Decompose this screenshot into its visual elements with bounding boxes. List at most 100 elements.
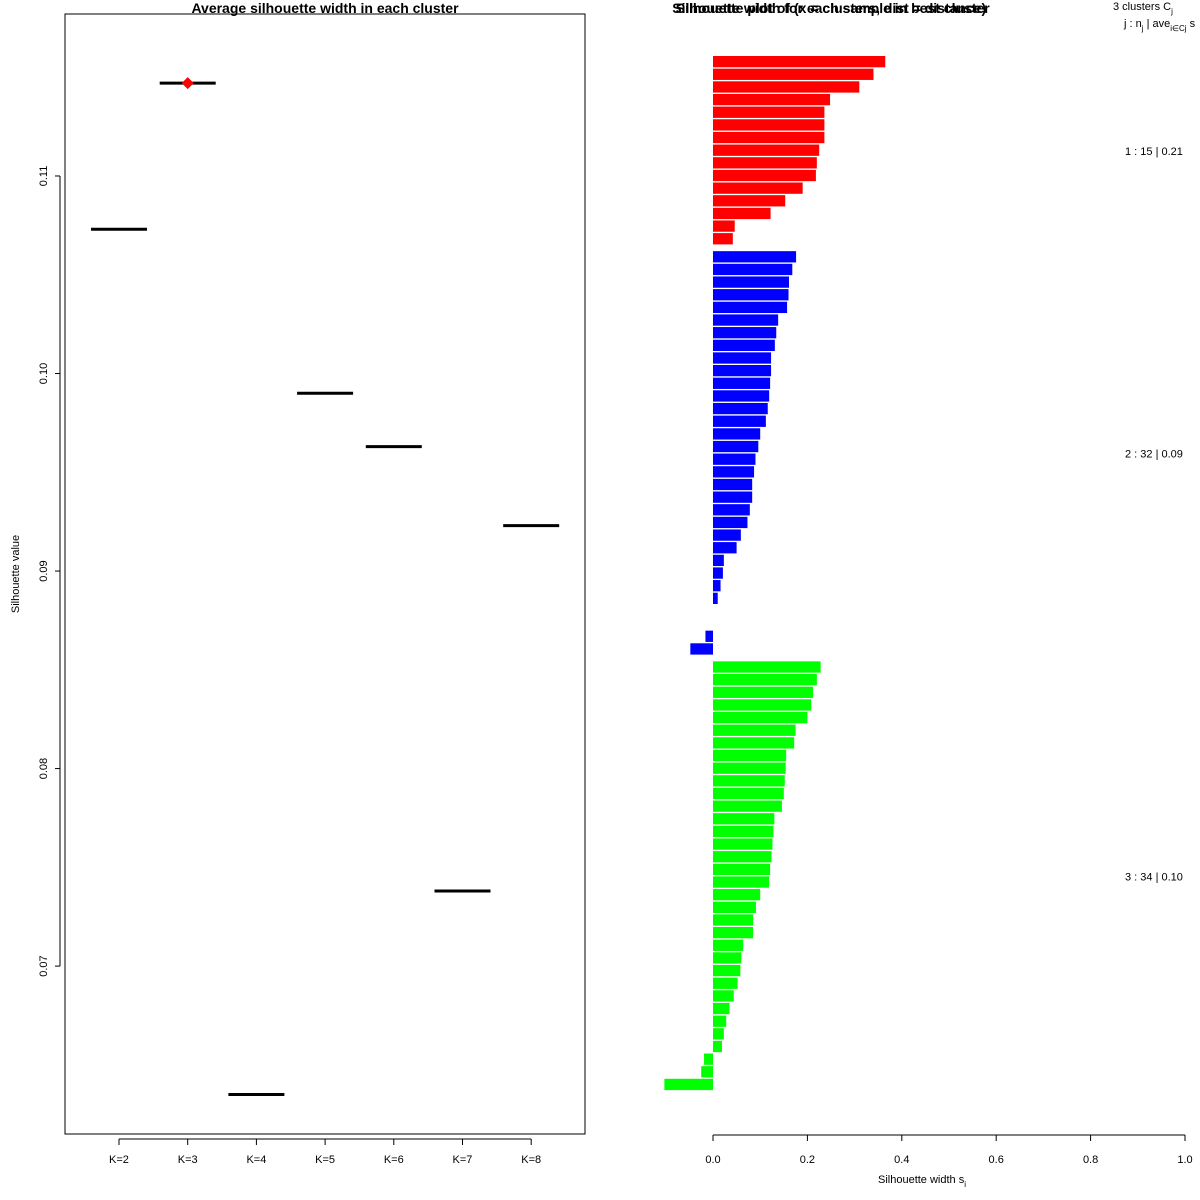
right-x-axis: 0.0 0.2 0.4 0.6 0.8 1.0 xyxy=(705,1134,1193,1166)
silhouette-bar xyxy=(713,863,771,876)
silhouette-bar xyxy=(713,207,771,220)
silhouette-bar xyxy=(713,466,755,478)
legend-header-line2: j : nj | avei∈Cj s xyxy=(1123,18,1196,33)
silhouette-bar xyxy=(713,554,724,567)
silhouette-bar xyxy=(713,952,742,964)
silhouette-bar xyxy=(713,762,786,774)
left-x-tick-label: K=7 xyxy=(453,1154,473,1166)
silhouette-bar xyxy=(664,1078,713,1091)
silhouette-bar xyxy=(713,93,831,106)
silhouette-bar xyxy=(713,542,737,554)
left-x-tick-label: K=6 xyxy=(384,1154,404,1166)
silhouette-bar xyxy=(713,195,786,207)
silhouette-bar xyxy=(713,787,784,800)
silhouette-bar xyxy=(713,699,812,711)
left-x-tick-label: K=5 xyxy=(315,1154,335,1166)
silhouette-bar xyxy=(713,661,821,673)
right-x-tick-label: 0.4 xyxy=(894,1154,909,1166)
right-chart: Silhouette plot of (x = clusters, dist =… xyxy=(664,0,1196,1189)
best-k-marker xyxy=(181,77,194,90)
right-x-axis-label-text: Silhouette width s xyxy=(878,1174,965,1186)
silhouette-bar xyxy=(713,711,808,724)
silhouette-bar xyxy=(713,131,825,144)
silhouette-bar xyxy=(713,964,741,977)
silhouette-bar xyxy=(713,365,772,377)
left-x-tick-label: K=8 xyxy=(521,1154,541,1166)
silhouette-bar xyxy=(713,106,825,118)
silhouette-bar xyxy=(690,643,713,655)
legend-line2-sub2: i∈Cj xyxy=(1170,24,1187,33)
silhouette-bar xyxy=(713,289,789,301)
right-x-axis-label-subscript: i xyxy=(964,1180,966,1189)
silhouette-bar xyxy=(713,1015,727,1027)
legend-line2-sub1: j xyxy=(1141,24,1144,33)
cluster-label: 3 : 34 | 0.10 xyxy=(1125,871,1183,883)
silhouette-bar xyxy=(713,440,759,453)
silhouette-bar xyxy=(713,119,825,131)
cluster-label: 2 : 32 | 0.09 xyxy=(1125,449,1183,461)
silhouette-bar xyxy=(713,749,787,762)
silhouette-bar xyxy=(713,927,754,939)
silhouette-bar xyxy=(713,478,753,491)
silhouette-bar xyxy=(713,415,766,427)
silhouette-bar xyxy=(713,580,721,592)
silhouette-bar xyxy=(713,838,773,850)
silhouette-bar xyxy=(713,339,775,351)
right-x-tick-label: 0.6 xyxy=(989,1154,1004,1166)
legend-line2-mid: | ave xyxy=(1144,18,1171,30)
cluster-labels: 1 : 15 | 0.21 2 : 32 | 0.09 3 : 34 | 0.10 xyxy=(1125,146,1183,884)
silhouette-bar xyxy=(713,876,770,888)
left-chart-title: Average silhouette width in each cluster xyxy=(191,0,459,16)
silhouette-bar xyxy=(713,592,718,604)
left-y-axis: Silhouette value 0.07 0.08 0.09 0.10 0.11 xyxy=(10,166,61,977)
legend-line2-suffix: s xyxy=(1187,18,1196,30)
silhouette-bar xyxy=(713,314,779,326)
silhouette-bar xyxy=(713,327,777,339)
silhouette-bar xyxy=(705,630,713,642)
cluster-label: 1 : 15 | 0.21 xyxy=(1125,146,1183,158)
silhouette-bar xyxy=(713,567,723,579)
right-chart-title-overlap: Silhouette plot of (x = clusters, dist =… xyxy=(676,0,986,16)
silhouette-bar xyxy=(713,686,814,698)
silhouette-bar xyxy=(701,1066,713,1078)
silhouette-bar xyxy=(713,251,797,263)
right-chart-title: Silhouette width for each sample in best… xyxy=(672,0,990,16)
silhouette-bar xyxy=(713,1028,724,1040)
silhouette-bar xyxy=(713,977,738,989)
silhouette-bar xyxy=(713,1002,730,1015)
silhouette-bar xyxy=(713,491,753,503)
silhouette-bar xyxy=(713,800,782,812)
silhouette-bar xyxy=(713,144,820,156)
left-chart: Average silhouette width in each cluster… xyxy=(10,0,586,1166)
silhouette-bar xyxy=(713,939,744,951)
silhouette-bar xyxy=(713,914,754,926)
silhouette-bar xyxy=(713,169,816,182)
silhouette-bar xyxy=(713,724,796,736)
silhouette-bar xyxy=(713,825,774,838)
left-y-tick-label: 0.07 xyxy=(38,955,50,976)
left-y-tick-label: 0.10 xyxy=(38,363,50,384)
left-y-tick-label: 0.09 xyxy=(38,560,50,581)
silhouette-bar xyxy=(713,901,756,913)
silhouette-bar xyxy=(704,1053,713,1065)
silhouette-bar xyxy=(713,276,789,288)
silhouette-bar xyxy=(713,775,785,787)
legend-line1-text: 3 clusters C xyxy=(1113,1,1171,13)
left-plot-frame xyxy=(64,13,586,1135)
silhouette-bar xyxy=(713,233,733,245)
silhouette-bar xyxy=(713,157,817,169)
silhouette-bar xyxy=(713,516,748,529)
silhouette-bar xyxy=(713,390,770,402)
silhouette-bar xyxy=(713,263,793,276)
left-x-tick-label: K=2 xyxy=(109,1154,129,1166)
silhouette-bar xyxy=(713,990,734,1002)
left-y-tick-label: 0.08 xyxy=(38,758,50,779)
silhouette-bar xyxy=(713,1040,722,1053)
right-x-tick-label: 0.8 xyxy=(1083,1154,1098,1166)
legend-header-line1: 3 clusters Cj xyxy=(1113,1,1173,16)
left-x-tick-label: K=3 xyxy=(178,1154,198,1166)
silhouette-bar xyxy=(713,377,771,389)
silhouette-bar xyxy=(713,504,750,516)
silhouette-bar xyxy=(713,428,761,440)
